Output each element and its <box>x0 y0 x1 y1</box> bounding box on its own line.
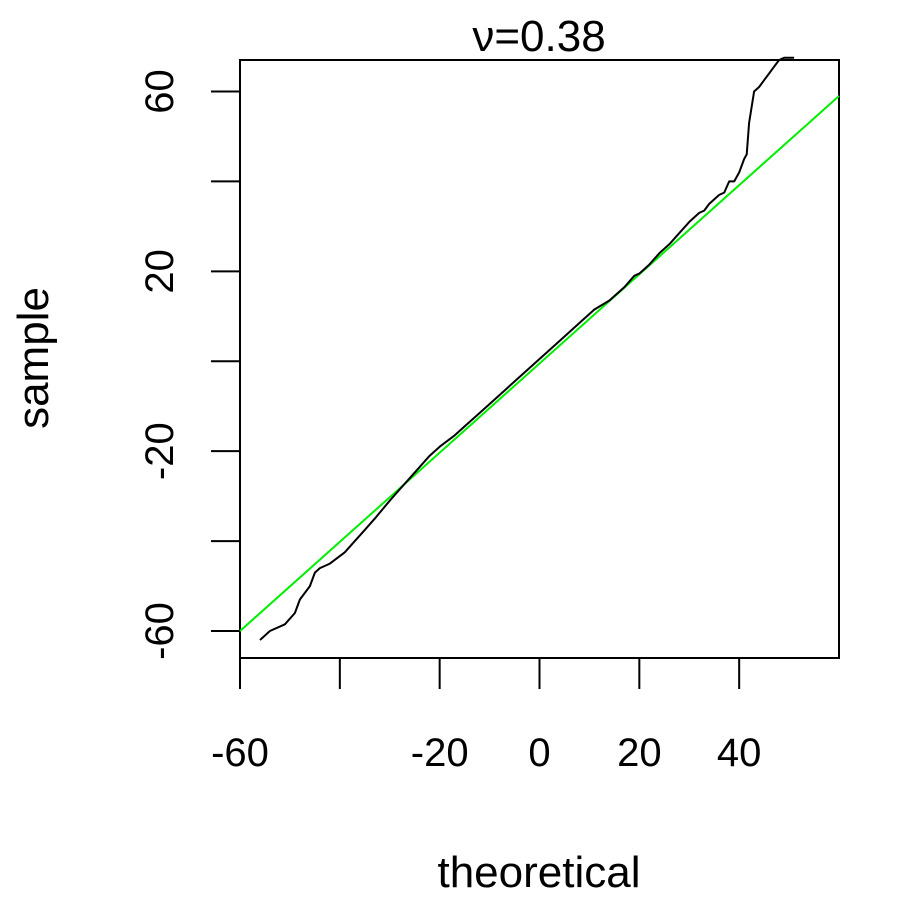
x-axis-label: theoretical <box>437 848 640 897</box>
sample-quantile-line <box>259 56 795 641</box>
chart-title: ν=0.38 <box>472 12 605 61</box>
x-tick-label: -20 <box>411 731 469 775</box>
plot-series <box>239 56 840 641</box>
x-axis-ticks: -60 -20 0 20 40 <box>211 658 761 775</box>
x-tick-label: 40 <box>717 731 762 775</box>
y-tick-label: -60 <box>138 602 182 660</box>
x-tick-label: 0 <box>528 731 550 775</box>
y-tick-label: 60 <box>138 69 182 114</box>
y-axis-label: sample <box>9 287 58 429</box>
y-axis-ticks: -60 -20 20 60 <box>138 69 240 660</box>
x-tick-label: 20 <box>617 731 662 775</box>
y-tick-label: 20 <box>138 249 182 294</box>
y-tick-label: -20 <box>138 422 182 480</box>
x-tick-label: -60 <box>211 731 269 775</box>
reference-line <box>239 95 840 632</box>
